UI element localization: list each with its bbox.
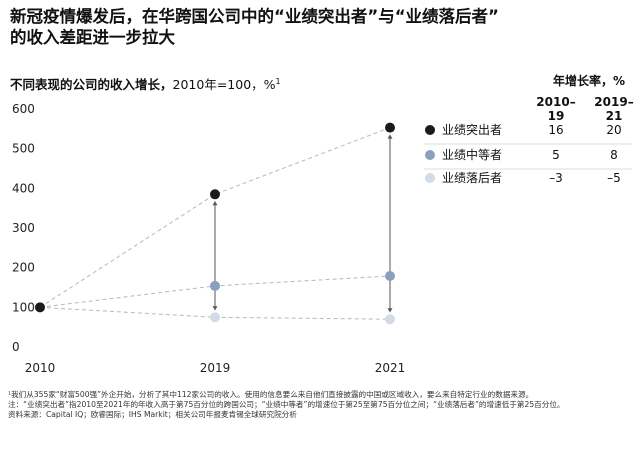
growth-value-2010-19-3: –3 <box>549 171 563 185</box>
gap-arrow-top-2019 <box>212 201 218 206</box>
y-tick-label-600: 600 <box>12 102 35 116</box>
gap-arrow-top-2021 <box>387 134 393 139</box>
growth-col1-line2: 19 <box>548 109 565 123</box>
gap-arrow-bottom-2021 <box>387 308 393 313</box>
x-tick-label-2021: 2021 <box>375 361 406 375</box>
growth-value-2019-21-2: 8 <box>610 148 618 162</box>
legend-marker-1 <box>425 125 435 135</box>
growth-table-header: 年增长率，% <box>553 73 625 88</box>
y-tick-label-0: 0 <box>12 340 20 354</box>
chart-title: 新冠疫情爆发后，在华跨国公司中的“业绩突出者”与“业绩落后者” 的收入差距进一步… <box>10 6 610 48</box>
gap-arrow-bottom-2019 <box>212 306 218 311</box>
subtitle-main: 不同表现的公司的收入增长， <box>10 77 173 92</box>
y-axis: 0 100 200 300 400 500 600 <box>12 102 35 354</box>
chart-title-line-1: 新冠疫情爆发后，在华跨国公司中的“业绩突出者”与“业绩落后者” <box>10 7 499 26</box>
footnote-1: ¹我们从355家“财富500强”外企开始，分析了其中112家公司的收入。使用的信… <box>8 390 534 399</box>
legend-marker-2 <box>425 150 435 160</box>
chart-title-line-2: 的收入差距进一步拉大 <box>10 28 175 47</box>
data-point-series-3-2021 <box>385 314 395 325</box>
growth-col1-line1: 2010– <box>536 95 575 109</box>
growth-value-2010-19-1: 16 <box>548 123 563 137</box>
x-tick-label-2019: 2019 <box>200 361 231 375</box>
x-axis: 2010 2019 2021 <box>25 361 406 375</box>
chart-subtitle: 不同表现的公司的收入增长，2010年=100，%1 <box>10 74 281 93</box>
data-point-series-2-2021 <box>385 270 395 281</box>
data-point-series-1-2021 <box>385 122 395 133</box>
x-tick-label-2010: 2010 <box>25 361 56 375</box>
growth-value-2019-21-1: 20 <box>606 123 621 137</box>
legend-label-1: 业绩突出者 <box>442 122 502 137</box>
growth-col2-line1: 2019– <box>594 95 633 109</box>
footnote-note: 注：“业绩突出者”指2010至2021年的年收入高于第75百分位的跨国公司；“业… <box>8 400 565 410</box>
subtitle-footnote-mark: 1 <box>275 76 281 86</box>
y-tick-label-400: 400 <box>12 181 35 195</box>
data-point-series-3-2019 <box>210 312 220 323</box>
data-point-series-1-2019 <box>210 189 220 200</box>
data-points <box>35 122 395 325</box>
footnotes: ¹我们从355家“财富500强”外企开始，分析了其中112家公司的收入。使用的信… <box>8 390 634 421</box>
y-tick-label-200: 200 <box>12 261 35 275</box>
legend-label-2: 业绩中等者 <box>442 147 502 162</box>
growth-table: 年增长率，% 2010– 19 2019– 21 业绩突出者 16 20 业绩中等者 5… <box>424 73 634 185</box>
legend-label-3: 业绩落后者 <box>442 171 502 185</box>
y-tick-label-500: 500 <box>12 142 35 156</box>
subtitle-unit: 2010年=100，% <box>172 77 276 92</box>
growth-col2-line2: 21 <box>606 109 623 123</box>
gap-connectors <box>212 134 393 313</box>
data-point-series-2-2019 <box>210 280 220 291</box>
source-note: 资料来源：Capital IQ；欧睿国际；IHS Markit；相关公司年报麦肯… <box>8 410 297 420</box>
growth-value-2010-19-2: 5 <box>552 148 560 162</box>
growth-value-2019-21-3: –5 <box>607 171 621 185</box>
y-tick-label-300: 300 <box>12 221 35 235</box>
data-point-base-2010 <box>35 302 45 313</box>
y-tick-label-100: 100 <box>12 300 35 314</box>
legend-marker-3 <box>425 173 435 183</box>
